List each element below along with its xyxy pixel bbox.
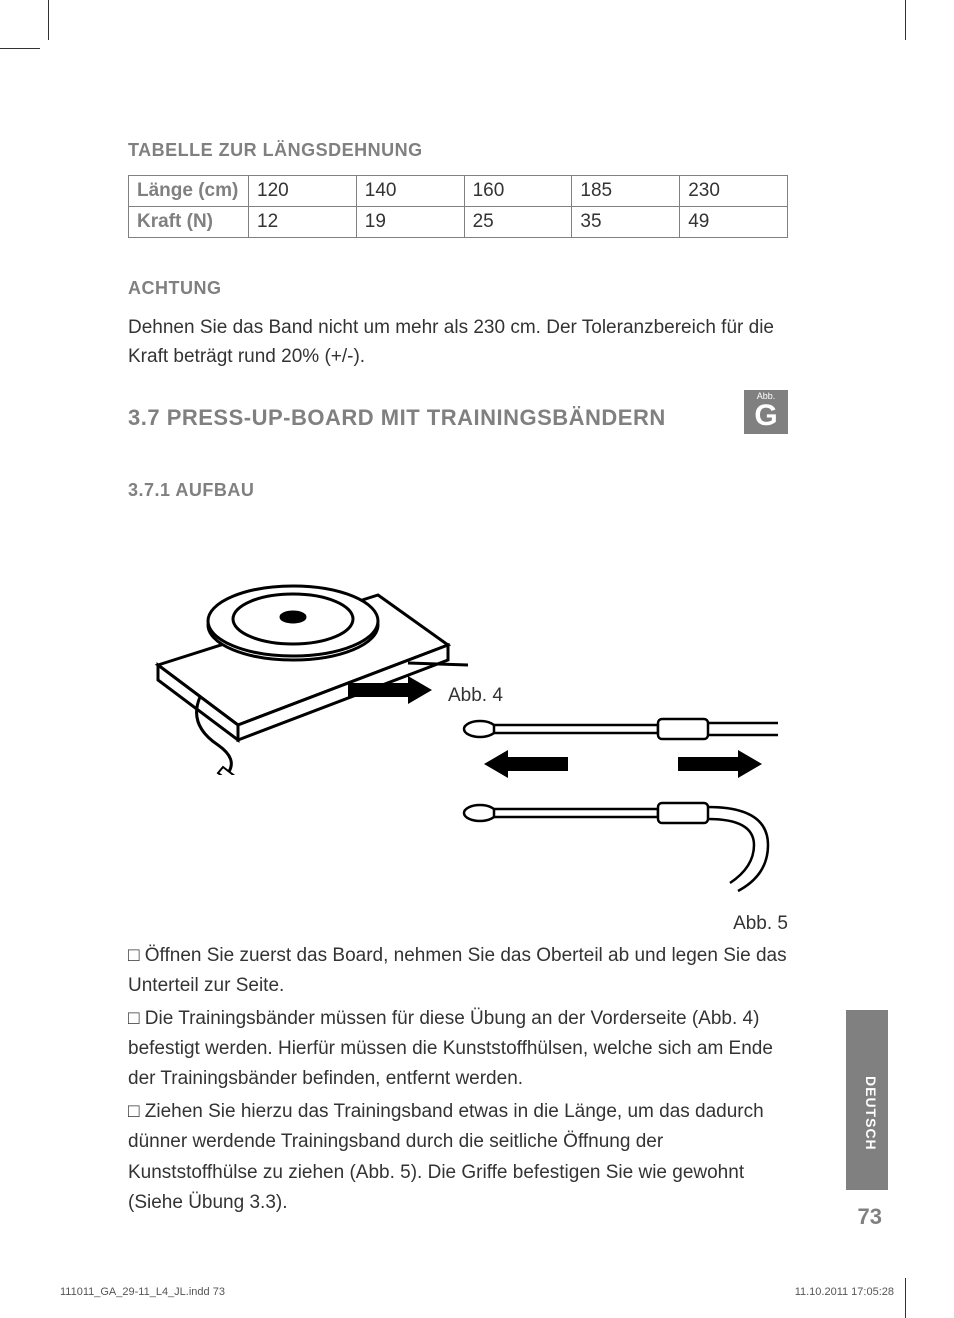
footer-right: 11.10.2011 17:05:28 <box>795 1286 894 1298</box>
cell: 49 <box>680 207 788 238</box>
page-number: 73 <box>858 1204 882 1230</box>
fig5-label: Abb. 5 <box>733 913 788 935</box>
cell: 185 <box>572 176 680 207</box>
board-illustration-icon <box>128 515 468 775</box>
row-label: Länge (cm) <box>129 176 249 207</box>
language-tab: DEUTSCH <box>863 1076 879 1151</box>
section-heading-row: 3.7 PRESS-UP-BOARD MIT TRAININGSBÄNDERN … <box>128 396 788 440</box>
figure-badge: Abb. G <box>744 390 788 434</box>
badge-big: G <box>754 401 777 431</box>
table-row: Länge (cm) 120 140 160 185 230 <box>129 176 788 207</box>
bullet-item: □ Öffnen Sie zuerst das Board, nehmen Si… <box>128 941 788 1002</box>
table-row: Kraft (N) 12 19 25 35 49 <box>129 207 788 238</box>
length-force-table: Länge (cm) 120 140 160 185 230 Kraft (N)… <box>128 175 788 238</box>
cell: 140 <box>356 176 464 207</box>
handle-illustration-icon <box>448 695 788 895</box>
cell: 230 <box>680 176 788 207</box>
bullet-item: □ Ziehen Sie hierzu das Trainingsband et… <box>128 1097 788 1219</box>
cell: 12 <box>249 207 357 238</box>
page-content: TABELLE ZUR LÄNGSDEHNUNG Länge (cm) 120 … <box>128 140 788 1220</box>
cell: 25 <box>464 207 572 238</box>
crop-mark-tr <box>905 0 906 40</box>
row-label: Kraft (N) <box>129 207 249 238</box>
cell: 19 <box>356 207 464 238</box>
cell: 120 <box>249 176 357 207</box>
footer-left: 111011_GA_29-11_L4_JL.indd 73 <box>60 1286 225 1298</box>
table-title: TABELLE ZUR LÄNGSDEHNUNG <box>128 140 788 161</box>
subsection-heading: 3.7.1 AUFBAU <box>128 480 788 501</box>
section-heading: 3.7 PRESS-UP-BOARD MIT TRAININGSBÄNDERN <box>128 405 666 431</box>
footer: 111011_GA_29-11_L4_JL.indd 73 11.10.2011… <box>60 1286 894 1298</box>
cell: 160 <box>464 176 572 207</box>
bullet-item: □ Die Trainingsbänder müssen für diese Ü… <box>128 1004 788 1095</box>
achtung-title: ACHTUNG <box>128 278 788 299</box>
figure-area: Abb. 4 <box>128 515 788 935</box>
bullet-list: □ Öffnen Sie zuerst das Board, nehmen Si… <box>128 941 788 1219</box>
achtung-text: Dehnen Sie das Band nicht um mehr als 23… <box>128 313 788 372</box>
crop-mark-br <box>905 1278 906 1318</box>
cell: 35 <box>572 207 680 238</box>
